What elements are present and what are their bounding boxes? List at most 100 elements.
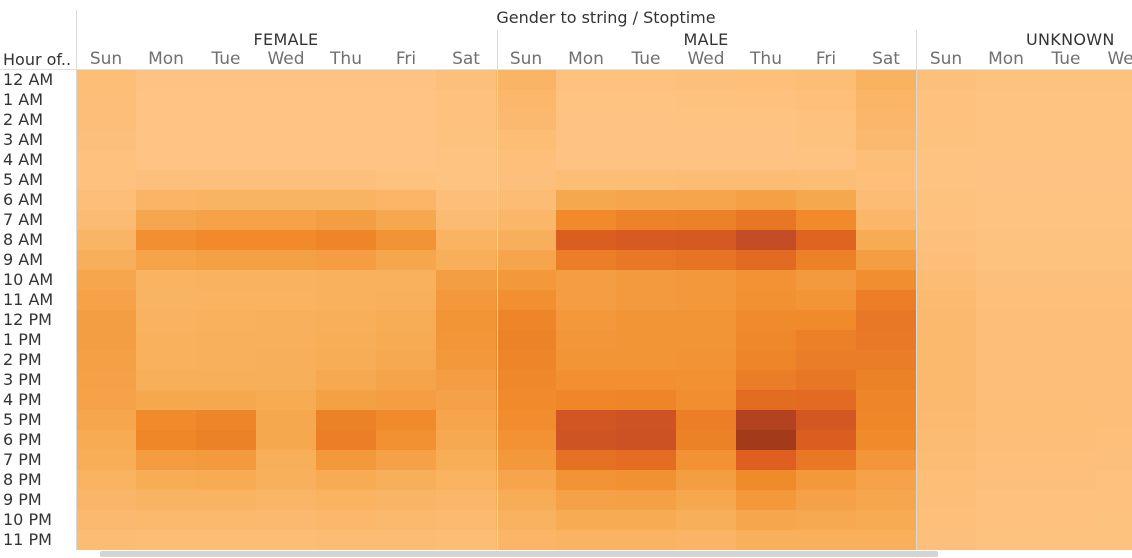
heatmap-cell-male-tue-12[interactable] bbox=[616, 310, 676, 330]
heatmap-cell-unknown-wed-20[interactable] bbox=[1096, 470, 1132, 490]
heatmap-cell-female-wed-4[interactable] bbox=[256, 150, 316, 170]
heatmap-cell-unknown-tue-21[interactable] bbox=[1036, 490, 1096, 510]
heatmap-cell-female-sat-11[interactable] bbox=[436, 290, 496, 310]
heatmap-cell-female-mon-16[interactable] bbox=[136, 390, 196, 410]
heatmap-cell-female-sat-3[interactable] bbox=[436, 130, 496, 150]
heatmap-cell-unknown-tue-1[interactable] bbox=[1036, 90, 1096, 110]
heatmap-cell-male-sat-7[interactable] bbox=[856, 210, 916, 230]
heatmap-cell-male-sun-10[interactable] bbox=[496, 270, 556, 290]
heatmap-cell-female-tue-0[interactable] bbox=[196, 70, 256, 90]
heatmap-cell-female-sun-13[interactable] bbox=[76, 330, 136, 350]
heatmap-cell-male-tue-1[interactable] bbox=[616, 90, 676, 110]
heatmap-cell-unknown-mon-15[interactable] bbox=[976, 370, 1036, 390]
heatmap-cell-female-tue-8[interactable] bbox=[196, 230, 256, 250]
heatmap-cell-male-wed-11[interactable] bbox=[676, 290, 736, 310]
heatmap-cell-female-fri-17[interactable] bbox=[376, 410, 436, 430]
heatmap-cell-unknown-sun-17[interactable] bbox=[916, 410, 976, 430]
heatmap-cell-male-sun-20[interactable] bbox=[496, 470, 556, 490]
heatmap-cell-female-sun-18[interactable] bbox=[76, 430, 136, 450]
heatmap-cell-unknown-sun-0[interactable] bbox=[916, 70, 976, 90]
heatmap-cell-female-mon-15[interactable] bbox=[136, 370, 196, 390]
heatmap-cell-female-wed-0[interactable] bbox=[256, 70, 316, 90]
heatmap-cell-male-sun-11[interactable] bbox=[496, 290, 556, 310]
heatmap-cell-female-mon-12[interactable] bbox=[136, 310, 196, 330]
heatmap-cell-female-wed-9[interactable] bbox=[256, 250, 316, 270]
heatmap-cell-unknown-sun-11[interactable] bbox=[916, 290, 976, 310]
heatmap-cell-unknown-sun-21[interactable] bbox=[916, 490, 976, 510]
heatmap-cell-female-tue-19[interactable] bbox=[196, 450, 256, 470]
heatmap-cell-female-sat-10[interactable] bbox=[436, 270, 496, 290]
heatmap-cell-female-wed-14[interactable] bbox=[256, 350, 316, 370]
heatmap-cell-male-fri-10[interactable] bbox=[796, 270, 856, 290]
heatmap-cell-male-mon-12[interactable] bbox=[556, 310, 616, 330]
heatmap-cell-female-thu-9[interactable] bbox=[316, 250, 376, 270]
heatmap-cell-male-mon-10[interactable] bbox=[556, 270, 616, 290]
heatmap-cell-unknown-tue-7[interactable] bbox=[1036, 210, 1096, 230]
heatmap-cell-male-thu-3[interactable] bbox=[736, 130, 796, 150]
heatmap-cell-female-wed-13[interactable] bbox=[256, 330, 316, 350]
heatmap-cell-male-sun-4[interactable] bbox=[496, 150, 556, 170]
heatmap-cell-unknown-sun-13[interactable] bbox=[916, 330, 976, 350]
heatmap-cell-female-thu-13[interactable] bbox=[316, 330, 376, 350]
heatmap-cell-female-tue-9[interactable] bbox=[196, 250, 256, 270]
heatmap-cell-male-sun-15[interactable] bbox=[496, 370, 556, 390]
heatmap-cell-female-fri-3[interactable] bbox=[376, 130, 436, 150]
heatmap-cell-male-sat-0[interactable] bbox=[856, 70, 916, 90]
heatmap-cell-male-mon-0[interactable] bbox=[556, 70, 616, 90]
heatmap-cell-female-mon-18[interactable] bbox=[136, 430, 196, 450]
heatmap-cell-unknown-wed-8[interactable] bbox=[1096, 230, 1132, 250]
heatmap-cell-male-thu-11[interactable] bbox=[736, 290, 796, 310]
heatmap-cell-unknown-wed-23[interactable] bbox=[1096, 530, 1132, 550]
heatmap-cell-unknown-wed-10[interactable] bbox=[1096, 270, 1132, 290]
heatmap-cell-male-fri-3[interactable] bbox=[796, 130, 856, 150]
heatmap-cell-female-fri-21[interactable] bbox=[376, 490, 436, 510]
heatmap-cell-male-sun-7[interactable] bbox=[496, 210, 556, 230]
heatmap-cell-male-sat-16[interactable] bbox=[856, 390, 916, 410]
heatmap-cell-male-fri-2[interactable] bbox=[796, 110, 856, 130]
heatmap-cell-male-wed-9[interactable] bbox=[676, 250, 736, 270]
heatmap-cell-male-sun-12[interactable] bbox=[496, 310, 556, 330]
heatmap-cell-unknown-sun-7[interactable] bbox=[916, 210, 976, 230]
heatmap-cell-female-thu-22[interactable] bbox=[316, 510, 376, 530]
heatmap-cell-female-wed-3[interactable] bbox=[256, 130, 316, 150]
heatmap-cell-male-sun-17[interactable] bbox=[496, 410, 556, 430]
heatmap-cell-female-fri-15[interactable] bbox=[376, 370, 436, 390]
heatmap-cell-male-mon-9[interactable] bbox=[556, 250, 616, 270]
heatmap-cell-unknown-tue-14[interactable] bbox=[1036, 350, 1096, 370]
heatmap-cell-female-tue-23[interactable] bbox=[196, 530, 256, 550]
heatmap-cell-male-wed-4[interactable] bbox=[676, 150, 736, 170]
heatmap-cell-male-mon-8[interactable] bbox=[556, 230, 616, 250]
heatmap-cell-unknown-tue-16[interactable] bbox=[1036, 390, 1096, 410]
heatmap-cell-female-thu-6[interactable] bbox=[316, 190, 376, 210]
heatmap-cell-male-tue-13[interactable] bbox=[616, 330, 676, 350]
heatmap-cell-male-wed-15[interactable] bbox=[676, 370, 736, 390]
heatmap-cell-male-sat-14[interactable] bbox=[856, 350, 916, 370]
heatmap-cell-unknown-wed-16[interactable] bbox=[1096, 390, 1132, 410]
heatmap-cell-male-sat-17[interactable] bbox=[856, 410, 916, 430]
heatmap-cell-female-sun-0[interactable] bbox=[76, 70, 136, 90]
heatmap-cell-unknown-mon-21[interactable] bbox=[976, 490, 1036, 510]
heatmap-cell-male-thu-9[interactable] bbox=[736, 250, 796, 270]
heatmap-cell-female-wed-2[interactable] bbox=[256, 110, 316, 130]
heatmap-cell-male-sun-13[interactable] bbox=[496, 330, 556, 350]
heatmap-cell-male-tue-16[interactable] bbox=[616, 390, 676, 410]
heatmap-cell-unknown-mon-3[interactable] bbox=[976, 130, 1036, 150]
heatmap-cell-unknown-tue-9[interactable] bbox=[1036, 250, 1096, 270]
heatmap-cell-female-sat-15[interactable] bbox=[436, 370, 496, 390]
heatmap-cell-female-mon-20[interactable] bbox=[136, 470, 196, 490]
heatmap-cell-male-mon-14[interactable] bbox=[556, 350, 616, 370]
heatmap-cell-female-sun-5[interactable] bbox=[76, 170, 136, 190]
heatmap-cell-female-fri-23[interactable] bbox=[376, 530, 436, 550]
heatmap-cell-female-sat-21[interactable] bbox=[436, 490, 496, 510]
heatmap-cell-female-tue-2[interactable] bbox=[196, 110, 256, 130]
heatmap-cell-unknown-mon-1[interactable] bbox=[976, 90, 1036, 110]
heatmap-cell-unknown-tue-2[interactable] bbox=[1036, 110, 1096, 130]
heatmap-cell-female-sun-12[interactable] bbox=[76, 310, 136, 330]
heatmap-cell-male-thu-5[interactable] bbox=[736, 170, 796, 190]
heatmap-cell-female-mon-5[interactable] bbox=[136, 170, 196, 190]
heatmap-cell-male-wed-1[interactable] bbox=[676, 90, 736, 110]
heatmap-cell-female-mon-21[interactable] bbox=[136, 490, 196, 510]
heatmap-cell-male-fri-9[interactable] bbox=[796, 250, 856, 270]
heatmap-cell-female-wed-21[interactable] bbox=[256, 490, 316, 510]
heatmap-cell-male-sat-12[interactable] bbox=[856, 310, 916, 330]
